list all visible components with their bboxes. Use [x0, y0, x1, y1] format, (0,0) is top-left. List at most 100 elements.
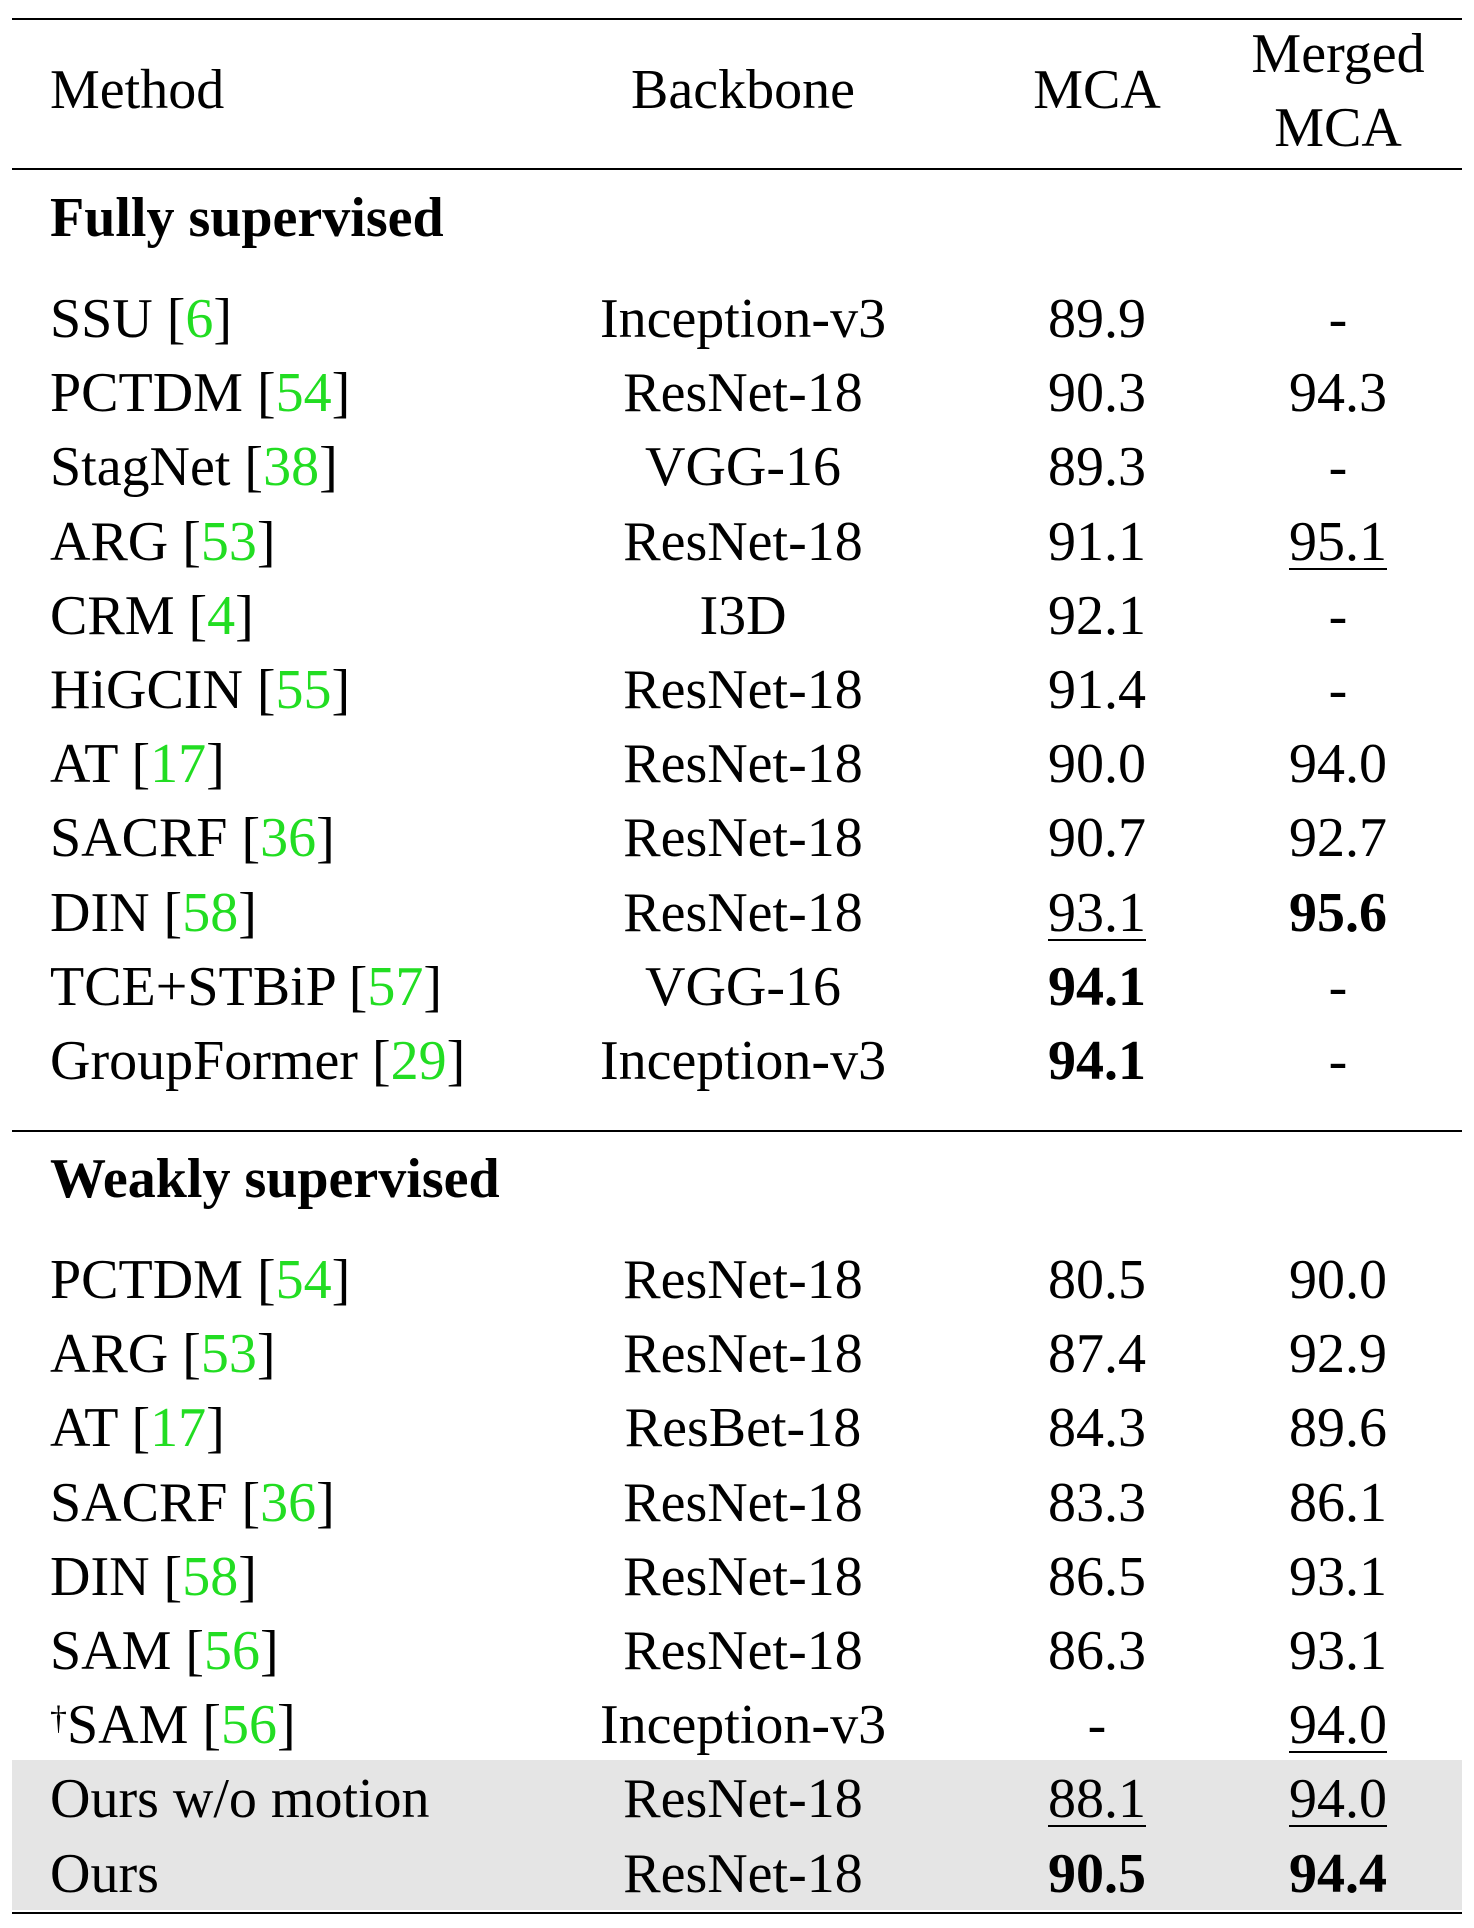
method-name: GroupFormer — [50, 1030, 372, 1092]
mca-cell: 80.5 — [1048, 1248, 1146, 1312]
citation-link[interactable]: 17 — [150, 733, 207, 796]
citation-link[interactable]: 58 — [182, 1545, 239, 1608]
method-name: Ours w/o motion — [50, 1768, 430, 1831]
method-cell: ARG [53] — [50, 510, 276, 573]
citation-link[interactable]: 36 — [260, 807, 317, 870]
backbone-cell: ResNet-18 — [623, 1545, 863, 1608]
citation-link[interactable]: 38 — [263, 436, 320, 499]
method-cell: CRM [4] — [50, 584, 254, 647]
highlight-row-bg — [12, 1760, 1462, 1836]
header-method: Method — [50, 59, 225, 121]
mca-value: 84.3 — [1048, 1397, 1146, 1460]
mca-cell: 89.3 — [1048, 435, 1146, 499]
method-cell: SSU [6] — [50, 288, 233, 350]
method-name: SACRF — [50, 807, 242, 870]
backbone-cell: Inception-v3 — [599, 1030, 887, 1092]
method-name: SAM — [67, 1694, 203, 1757]
merged-mca-cell: 90.0 — [1289, 1248, 1387, 1312]
mca-value: 92.1 — [1048, 584, 1146, 647]
merged-mca-value: 94.0 — [1289, 1694, 1387, 1757]
citation-link[interactable]: 56 — [204, 1620, 261, 1682]
method-cell: Ours w/o motion — [50, 1767, 430, 1831]
citation-link[interactable]: 53 — [200, 510, 257, 573]
mca-cell: 90.5 — [1048, 1842, 1146, 1906]
backbone-cell: ResNet-18 — [623, 807, 863, 870]
citation-link[interactable]: 55 — [275, 659, 332, 721]
mca-value: 90.0 — [1048, 733, 1146, 796]
section-rule — [12, 1130, 1462, 1132]
method-name: DIN — [50, 1545, 164, 1608]
method-name: DIN — [50, 881, 164, 944]
merged-mca-value: 94.0 — [1289, 733, 1387, 796]
method-cell: †SAM [56] — [50, 1694, 296, 1757]
mca-cell: 90.7 — [1048, 806, 1146, 870]
citation-link[interactable]: 54 — [275, 1249, 332, 1311]
citation-link[interactable]: 54 — [275, 362, 332, 425]
method-name: AT — [50, 733, 132, 796]
citation-link[interactable]: 29 — [390, 1030, 447, 1092]
method-name: HiGCIN — [50, 659, 257, 721]
merged-mca-value: 90.0 — [1289, 1249, 1387, 1311]
method-cell: DIN [58] — [50, 1545, 257, 1608]
merged-mca-value: 93.1 — [1289, 1620, 1387, 1682]
mca-cell: 94.1 — [1048, 955, 1146, 1019]
citation-link[interactable]: 6 — [185, 288, 214, 350]
mca-value: 90.3 — [1048, 362, 1146, 425]
merged-mca-cell: - — [1329, 435, 1348, 499]
mca-value: 80.5 — [1048, 1249, 1146, 1311]
header-mca: MCA — [1033, 59, 1161, 121]
mca-value: 91.4 — [1048, 659, 1146, 721]
mca-value: - — [1087, 1694, 1107, 1757]
citation-link[interactable]: 58 — [182, 881, 239, 944]
method-cell: AT [17] — [50, 733, 225, 796]
merged-mca-value: - — [1328, 955, 1348, 1018]
citation-link[interactable]: 56 — [221, 1694, 278, 1757]
method-cell: StagNet [38] — [50, 436, 338, 499]
merged-mca-cell: - — [1329, 287, 1348, 351]
citation-link[interactable]: 17 — [150, 1397, 207, 1460]
merged-mca-cell: 94.0 — [1289, 732, 1387, 796]
method-cell: SAM [56] — [50, 1620, 279, 1682]
merged-mca-value: - — [1328, 288, 1348, 350]
citation-link[interactable]: 4 — [207, 584, 236, 647]
merged-mca-value: - — [1328, 436, 1348, 499]
header-merged-mca-line2: MCA — [1274, 97, 1402, 159]
method-name: ARG — [50, 510, 183, 573]
mca-value: 90.5 — [1048, 1842, 1146, 1905]
method-name: TCE+STBiP — [50, 955, 349, 1018]
mca-value: 86.3 — [1048, 1620, 1146, 1682]
merged-mca-value: - — [1328, 584, 1348, 647]
mca-cell: 87.4 — [1048, 1322, 1146, 1386]
bottom-rule — [12, 1912, 1462, 1914]
mca-cell: 88.1 — [1048, 1767, 1146, 1831]
backbone-cell: ResNet-18 — [623, 1249, 863, 1311]
mca-cell: 90.0 — [1048, 732, 1146, 796]
merged-mca-value: 86.1 — [1289, 1471, 1387, 1534]
mca-value: 87.4 — [1048, 1323, 1146, 1386]
merged-mca-value: 92.9 — [1289, 1323, 1387, 1386]
mca-cell: 93.1 — [1048, 881, 1146, 945]
merged-mca-cell: 93.1 — [1289, 1619, 1387, 1683]
backbone-cell: ResNet-18 — [623, 362, 863, 425]
merged-mca-cell: - — [1329, 584, 1348, 648]
mca-value: 94.1 — [1048, 1030, 1146, 1092]
backbone-cell: ResNet-18 — [623, 1620, 863, 1682]
mca-cell: 86.3 — [1048, 1619, 1146, 1683]
method-name: PCTDM — [50, 1249, 257, 1311]
mca-value: 89.3 — [1048, 436, 1146, 499]
mca-cell: 91.4 — [1048, 658, 1146, 722]
method-name: SAM — [50, 1620, 186, 1682]
mca-cell: 90.3 — [1048, 361, 1146, 425]
merged-mca-value: 95.1 — [1289, 510, 1387, 573]
citation-link[interactable]: 36 — [260, 1471, 317, 1534]
citation-link[interactable]: 53 — [200, 1323, 257, 1386]
merged-mca-cell: 94.3 — [1289, 361, 1387, 425]
backbone-cell: ResNet-18 — [623, 733, 863, 796]
merged-mca-value: 92.7 — [1289, 807, 1387, 870]
method-name: SSU — [50, 288, 167, 350]
mca-value: 93.1 — [1048, 881, 1146, 944]
backbone-cell: Inception-v3 — [599, 288, 887, 350]
backbone-cell: ResNet-18 — [623, 1768, 863, 1831]
citation-link[interactable]: 57 — [367, 955, 424, 1018]
merged-mca-cell: 93.1 — [1289, 1545, 1387, 1609]
